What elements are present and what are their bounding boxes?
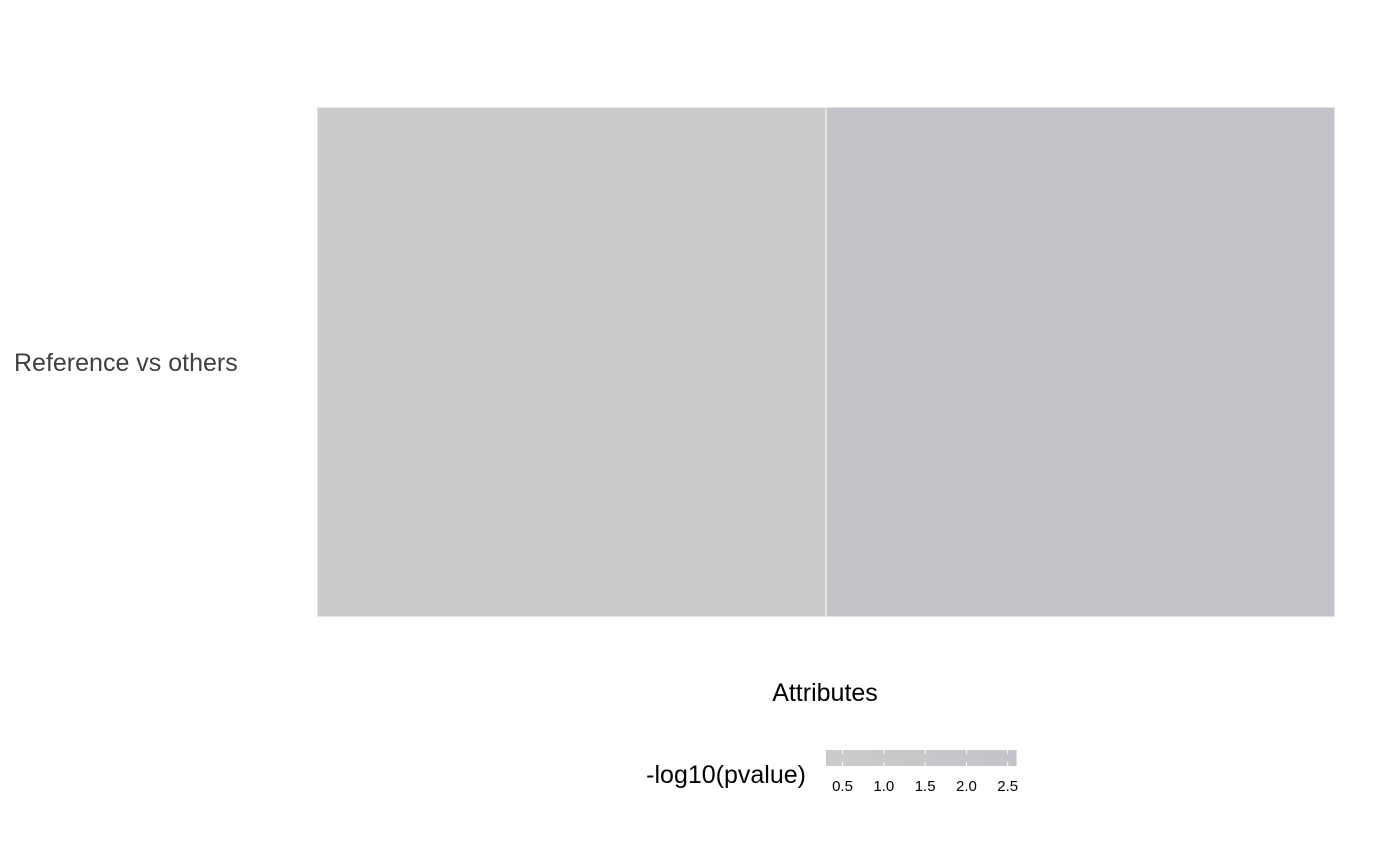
legend-tick-label: 1.0 — [873, 778, 894, 795]
legend-colorbar-segment — [873, 750, 879, 766]
legend-colorbar-segment — [987, 750, 993, 766]
legend-colorbar-segment — [845, 750, 851, 766]
legend-colorbar-segment — [973, 750, 979, 766]
legend-colorbar-segment — [959, 750, 965, 766]
legend-colorbar-segment — [887, 750, 894, 766]
x-axis-label: Attributes — [772, 679, 878, 707]
legend-colorbar-segment — [963, 750, 970, 766]
heatmap-cells — [316, 106, 1336, 618]
legend-colorbar-segment — [935, 750, 941, 766]
legend-colorbar-segment — [859, 750, 865, 766]
legend-colorbar-segment — [997, 750, 1003, 766]
legend-colorbar-segment — [906, 750, 913, 766]
legend-ticks: 0.5 1.0 1.5 2.0 2.5 — [832, 750, 1018, 795]
color-legend: -log10(pvalue) 0.5 1.0 1.5 2.0 2.5 — [646, 750, 1018, 795]
legend-colorbar-segment — [868, 750, 875, 766]
legend-colorbar-segment — [930, 750, 936, 766]
heatmap-cell — [316, 106, 827, 618]
legend-colorbar-segment — [978, 750, 984, 766]
legend-tick-label: 2.5 — [997, 778, 1018, 795]
legend-colorbar-segment — [830, 750, 837, 766]
legend-tick-label: 2.0 — [956, 778, 977, 795]
legend-colorbar-segment — [854, 750, 860, 766]
legend-colorbar-segment — [940, 750, 946, 766]
legend-colorbar-segment — [1006, 750, 1012, 766]
legend-colorbar-segment — [911, 750, 917, 766]
legend-colorbar-segment — [902, 750, 908, 766]
legend-colorbar-segment — [892, 750, 898, 766]
legend-colorbar-segment — [849, 750, 856, 766]
legend-colorbar-segment — [864, 750, 870, 766]
legend-colorbar-segment — [968, 750, 974, 766]
legend-colorbar-segment — [897, 750, 903, 766]
legend-colorbar-segment — [840, 750, 846, 766]
row-labels: Reference vs others — [14, 349, 238, 377]
legend-colorbar-segment — [1011, 750, 1017, 766]
legend-title: -log10(pvalue) — [646, 761, 806, 789]
legend-colorbar-segment — [954, 750, 960, 766]
legend-colorbar-segment — [1001, 750, 1008, 766]
legend-colorbar-segment — [835, 750, 841, 766]
legend-tick-label: 1.5 — [915, 778, 936, 795]
legend-colorbar-segment — [883, 750, 889, 766]
legend-colorbar-segment — [949, 750, 955, 766]
legend-colorbar-segment — [925, 750, 932, 766]
row-label: Reference vs others — [14, 349, 238, 377]
legend-tick-label: 0.5 — [832, 778, 853, 795]
legend-colorbar-segment — [826, 750, 832, 766]
legend-colorbar-segment — [944, 750, 951, 766]
legend-colorbar-segment — [916, 750, 922, 766]
legend-colorbar-segment — [982, 750, 989, 766]
legend-colorbar-segment — [921, 750, 927, 766]
legend-colorbar-segment — [992, 750, 998, 766]
legend-colorbar-segment — [878, 750, 884, 766]
legend-colorbar — [826, 750, 1017, 766]
heatmap-cell — [825, 106, 1336, 618]
